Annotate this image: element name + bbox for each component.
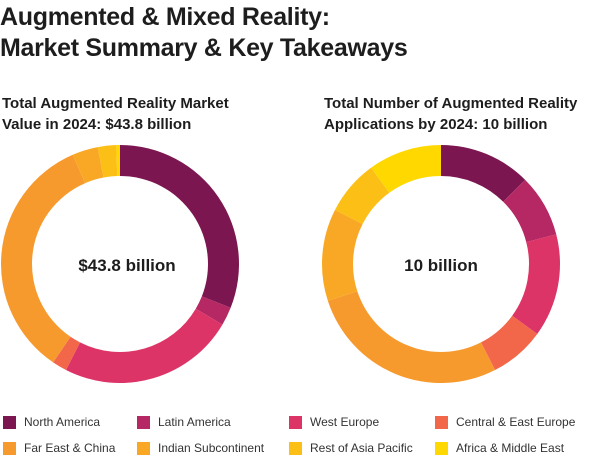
market-value-donut-chart: $43.8 billion xyxy=(1,145,240,384)
applications-donut-chart: 10 billion xyxy=(322,145,561,384)
left-chart-title-line1: Total Augmented Reality Market xyxy=(2,95,229,112)
legend-swatch xyxy=(3,415,16,429)
legend-swatch xyxy=(3,441,16,455)
market-value-slice-indian-subcontinent xyxy=(72,147,104,184)
market-value-slice-central-and-east-europe xyxy=(53,336,81,371)
legend-label: Far East & China xyxy=(24,441,116,455)
market-value-slice-north-america xyxy=(120,145,240,308)
legend-item-indian-subcontinent: Indian Subcontinent xyxy=(137,441,264,455)
legend-label: Indian Subcontinent xyxy=(158,441,265,455)
legend-item-africa-and-middle-east: Africa & Middle East xyxy=(435,441,564,455)
legend-swatch xyxy=(435,441,448,455)
legend-label: Latin America xyxy=(158,415,231,429)
legend-swatch xyxy=(435,415,448,429)
market-value-slice-west-europe xyxy=(65,308,223,384)
legend-label: West Europe xyxy=(310,415,380,429)
legend-item-west-europe: West Europe xyxy=(289,415,379,429)
applications-slice-indian-subcontinent xyxy=(322,209,363,301)
legend-item-north-america: North America xyxy=(3,415,100,429)
applications-slice-africa-and-middle-east xyxy=(371,145,441,193)
legend-item-central-and-east-europe: Central & East Europe xyxy=(435,415,575,429)
market-value-slices xyxy=(1,145,240,384)
applications-slice-west-europe xyxy=(512,234,561,334)
market-value-slice-africa-and-middle-east xyxy=(116,145,120,177)
legend-swatch xyxy=(137,441,150,455)
right-chart-title-line1: Total Number of Augmented Reality xyxy=(324,95,578,112)
legend-item-latin-america: Latin America xyxy=(137,415,231,429)
market-value-slice-latin-america xyxy=(195,296,231,325)
legend-label: Rest of Asia Pacific xyxy=(310,441,413,455)
market-value-slice-far-east-and-china xyxy=(1,154,86,363)
applications-slice-north-america xyxy=(441,145,526,202)
legend-item-rest-of-asia-pacific: Rest of Asia Pacific xyxy=(289,441,413,455)
legend-item-far-east-and-china: Far East & China xyxy=(3,441,115,455)
applications-slices xyxy=(322,145,561,384)
applications-slice-latin-america xyxy=(503,179,557,243)
legend-label: Central & East Europe xyxy=(456,415,576,429)
left-chart-title: Total Augmented Reality Market Value in … xyxy=(2,93,272,135)
legend-swatch xyxy=(137,415,150,429)
right-chart-title-line2: Applications by 2024: 10 billion xyxy=(324,116,548,133)
legend-swatch xyxy=(289,415,302,429)
applications-slice-central-and-east-europe xyxy=(480,315,538,371)
applications-center-label: 10 billion xyxy=(404,256,478,275)
market-value-slice-rest-of-asia-pacific xyxy=(97,145,118,178)
applications-slice-far-east-and-china xyxy=(327,291,496,384)
page-title: Augmented & Mixed Reality: Market Summar… xyxy=(0,2,408,64)
page-title-line1: Augmented & Mixed Reality: xyxy=(0,3,330,31)
left-chart-title-line2: Value in 2024: $43.8 billion xyxy=(2,116,192,133)
legend-swatch xyxy=(289,441,302,455)
legend-label: North America xyxy=(24,415,101,429)
legend-label: Africa & Middle East xyxy=(456,441,565,455)
page-title-line2: Market Summary & Key Takeaways xyxy=(0,34,408,62)
right-chart-title: Total Number of Augmented Reality Applic… xyxy=(324,93,600,135)
applications-slice-rest-of-asia-pacific xyxy=(334,167,390,225)
market-value-center-label: $43.8 billion xyxy=(78,256,175,275)
